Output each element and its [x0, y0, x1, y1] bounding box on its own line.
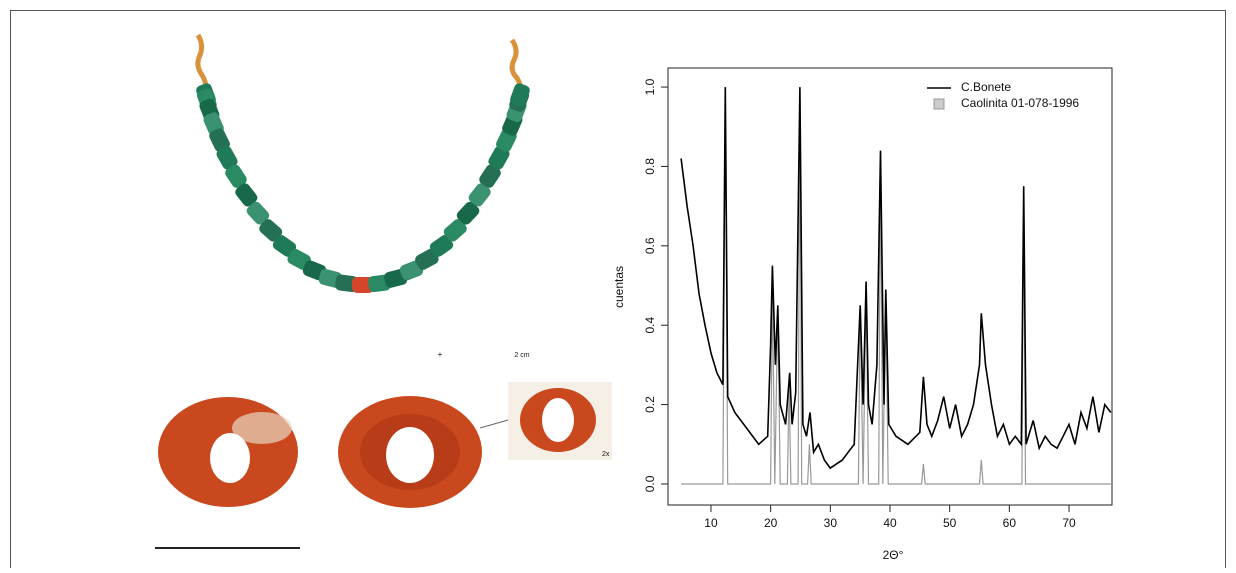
y-tick-label: 0.4	[643, 317, 657, 334]
bead	[468, 183, 491, 207]
x-tick-label: 20	[764, 516, 778, 530]
bead	[443, 219, 467, 242]
y-tick-label: 0.2	[643, 396, 657, 413]
y-tick-label: 0.0	[643, 475, 657, 492]
legend-label: Caolinita 01-078-1996	[961, 96, 1079, 110]
x-tick-label: 70	[1062, 516, 1076, 530]
bead	[216, 145, 238, 170]
bead	[272, 235, 297, 257]
scale-note: 2 cm	[514, 352, 529, 359]
bead	[415, 248, 439, 270]
bead-photo	[158, 397, 298, 507]
plot-box	[667, 67, 1113, 506]
bead	[246, 201, 270, 225]
bead	[488, 145, 510, 170]
x-tick-label: 40	[883, 516, 897, 530]
y-axis-label: cuentas	[612, 266, 626, 308]
x-tick-label: 50	[943, 516, 957, 530]
y-tick-label: 0.6	[643, 237, 657, 254]
bead	[235, 183, 258, 207]
bead	[510, 83, 530, 107]
bead	[429, 235, 454, 257]
x-tick-label: 30	[824, 516, 838, 530]
bead	[259, 219, 283, 242]
series-line	[681, 87, 1111, 485]
y-tick-label: 0.8	[643, 158, 657, 175]
zoom-note: 2x	[602, 451, 610, 458]
series-line	[680, 87, 1112, 470]
bead	[399, 260, 424, 281]
zoom-hole	[542, 398, 574, 442]
x-tick-label: 60	[1003, 516, 1017, 530]
bead	[479, 164, 501, 188]
bead-photo	[338, 396, 482, 508]
legend-box	[933, 98, 945, 110]
connector	[479, 419, 509, 429]
legend-label: C.Bonete	[961, 80, 1011, 94]
x-axis-label: 2Θ°	[883, 548, 904, 562]
x-tick-label: 10	[704, 516, 718, 530]
marker: +	[438, 350, 443, 359]
bead	[456, 201, 480, 225]
necklace	[196, 83, 530, 293]
photos: 2x + 2 cm	[155, 33, 612, 549]
bead	[209, 128, 230, 152]
bead	[225, 164, 247, 188]
y-tick-label: 1.0	[643, 78, 657, 95]
